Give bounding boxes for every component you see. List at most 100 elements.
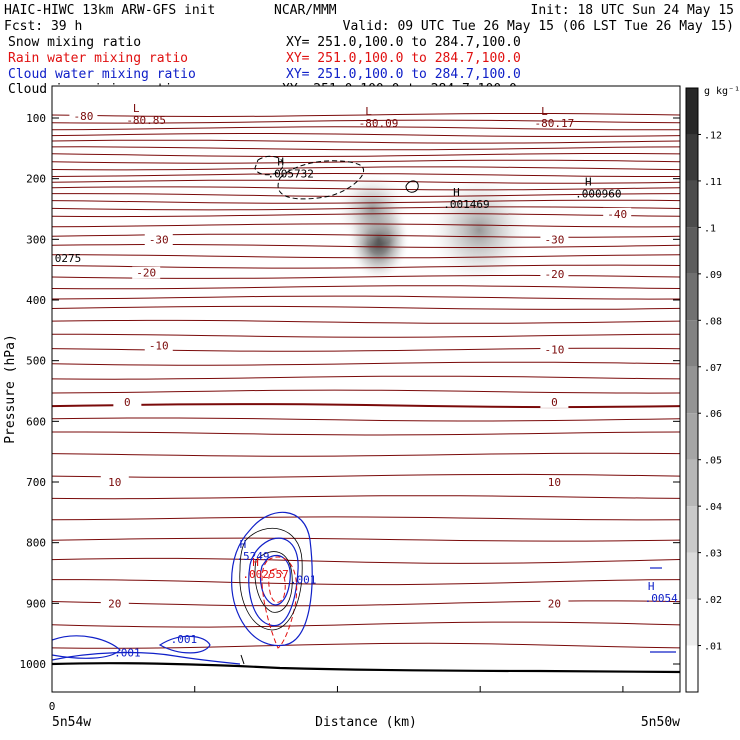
colorbar-tick-label: .07 [704, 363, 722, 374]
extremum-letter: H [252, 556, 259, 569]
field-label: Snow mixing ratio [8, 35, 141, 50]
isotherm-line [52, 213, 680, 218]
isotherm-line [52, 172, 680, 177]
y-tick-label: 800 [26, 537, 46, 550]
plot-frame [51, 85, 681, 693]
isotherm-label: -80 [73, 110, 93, 123]
isotherm-line [52, 319, 680, 324]
isotherm-label: 0 [124, 396, 131, 409]
forecast-hour: Fcst: 39 h [4, 19, 82, 34]
isotherm-line [52, 579, 680, 586]
extremum-letter: H [648, 580, 655, 593]
x-left-label: 5n54w [52, 715, 91, 730]
colorbar-swatch [686, 459, 698, 507]
terrain-surface [52, 662, 680, 674]
y-tick-label: 700 [26, 476, 46, 489]
x-tick-first: 0 [49, 700, 56, 713]
isotherm-line [52, 126, 680, 131]
label-bg [540, 476, 569, 488]
colorbar-tick-label: .11 [704, 177, 722, 188]
isotherm-line [52, 199, 680, 204]
isotherm-label: -10 [544, 344, 564, 357]
cloud-ice-contour [254, 155, 284, 176]
isotherm-line [52, 621, 680, 628]
init-time: Init: 18 UTC Sun 24 May 15 [531, 3, 735, 18]
hydrometeor-contours [52, 155, 680, 674]
isotherm-line [52, 417, 680, 422]
label-bg [100, 476, 129, 488]
colorbar-tick-label: .12 [704, 130, 722, 141]
isotherm-line [52, 133, 680, 137]
contour-value-label: 0275 [55, 252, 82, 265]
y-tick-label: 1000 [20, 658, 47, 671]
isotherm-label: -10 [149, 340, 169, 353]
y-tick-label: 100 [26, 112, 46, 125]
label-bg [540, 343, 569, 356]
colorbar-tick-label: .06 [704, 409, 722, 420]
extremum-value: -80.09 [359, 117, 399, 130]
colorbar-tick-label: .03 [704, 549, 722, 560]
cloud-water-contour [158, 635, 211, 654]
colorbar-swatch [686, 599, 698, 646]
x-axis-ticks [51, 686, 624, 692]
label-bg [132, 266, 161, 279]
isotherm-line [52, 452, 680, 457]
isotherm-line [52, 389, 680, 394]
colorbar-swatch [686, 180, 698, 228]
isotherm-label: -30 [149, 233, 169, 246]
cloud-ice-contour [277, 160, 364, 200]
field-label: Rain water mixing ratio [8, 51, 188, 66]
extremum-letter: H [453, 186, 460, 199]
colorbar-tick-label: .09 [704, 270, 722, 281]
colorbar-swatch [686, 320, 698, 367]
colorbar-swatch [686, 88, 698, 135]
colorbar-tick-label: .04 [704, 502, 722, 513]
isotherm-label: 10 [108, 476, 121, 489]
colorbar-units: g kg⁻¹ [704, 86, 740, 97]
colorbar-tick-label: .08 [704, 316, 722, 327]
label-bg [144, 233, 173, 246]
isotherm-label: -20 [136, 267, 156, 280]
isotherm-label: -20 [544, 268, 564, 281]
isotherm-line [52, 537, 680, 542]
contour-value-label: .001 [290, 573, 317, 586]
isotherm-line [52, 473, 680, 478]
label-bg [540, 267, 569, 280]
isotherm-line [52, 139, 680, 144]
x-right-label: 5n50w [641, 715, 680, 730]
rain-water-contour [268, 568, 286, 603]
extremum-value: .000960 [575, 188, 621, 201]
label-bg [540, 597, 569, 610]
label-bg [144, 339, 173, 352]
cloud-water-contour [259, 554, 291, 606]
contour-value-label: .001 [171, 633, 198, 646]
isotherm-line [52, 642, 680, 649]
isotherm-line [52, 113, 680, 118]
y-tick-label: 600 [26, 415, 46, 428]
colorbar-swatch [686, 134, 698, 181]
isotherm-label: 20 [548, 597, 561, 610]
model-title: HAIC-HIWC 13km ARW-GFS init [4, 3, 215, 18]
contour-value-label: .001 [114, 647, 141, 660]
extremum-value: .5249 [236, 550, 269, 563]
isotherm-label: -40 [607, 208, 627, 221]
isotherm-line [52, 206, 680, 211]
extremum-value: .005732 [267, 168, 313, 181]
extremum-letter: L [133, 102, 140, 115]
extremum-value: .001469 [443, 198, 489, 211]
colorbar-swatch [686, 552, 698, 600]
colorbar-swatch [686, 273, 698, 321]
colorbar-swatch [686, 413, 698, 460]
colorbar-tick-label: .1 [704, 223, 716, 234]
temperature-contours [52, 113, 680, 649]
isotherm-label: 0 [551, 396, 558, 409]
isotherm-line [52, 146, 680, 151]
extremum-letter: L [541, 105, 548, 118]
y-axis-label: Pressure (hPa) [3, 334, 18, 444]
isotherm-line [52, 375, 680, 380]
colorbar-swatch [686, 645, 698, 692]
